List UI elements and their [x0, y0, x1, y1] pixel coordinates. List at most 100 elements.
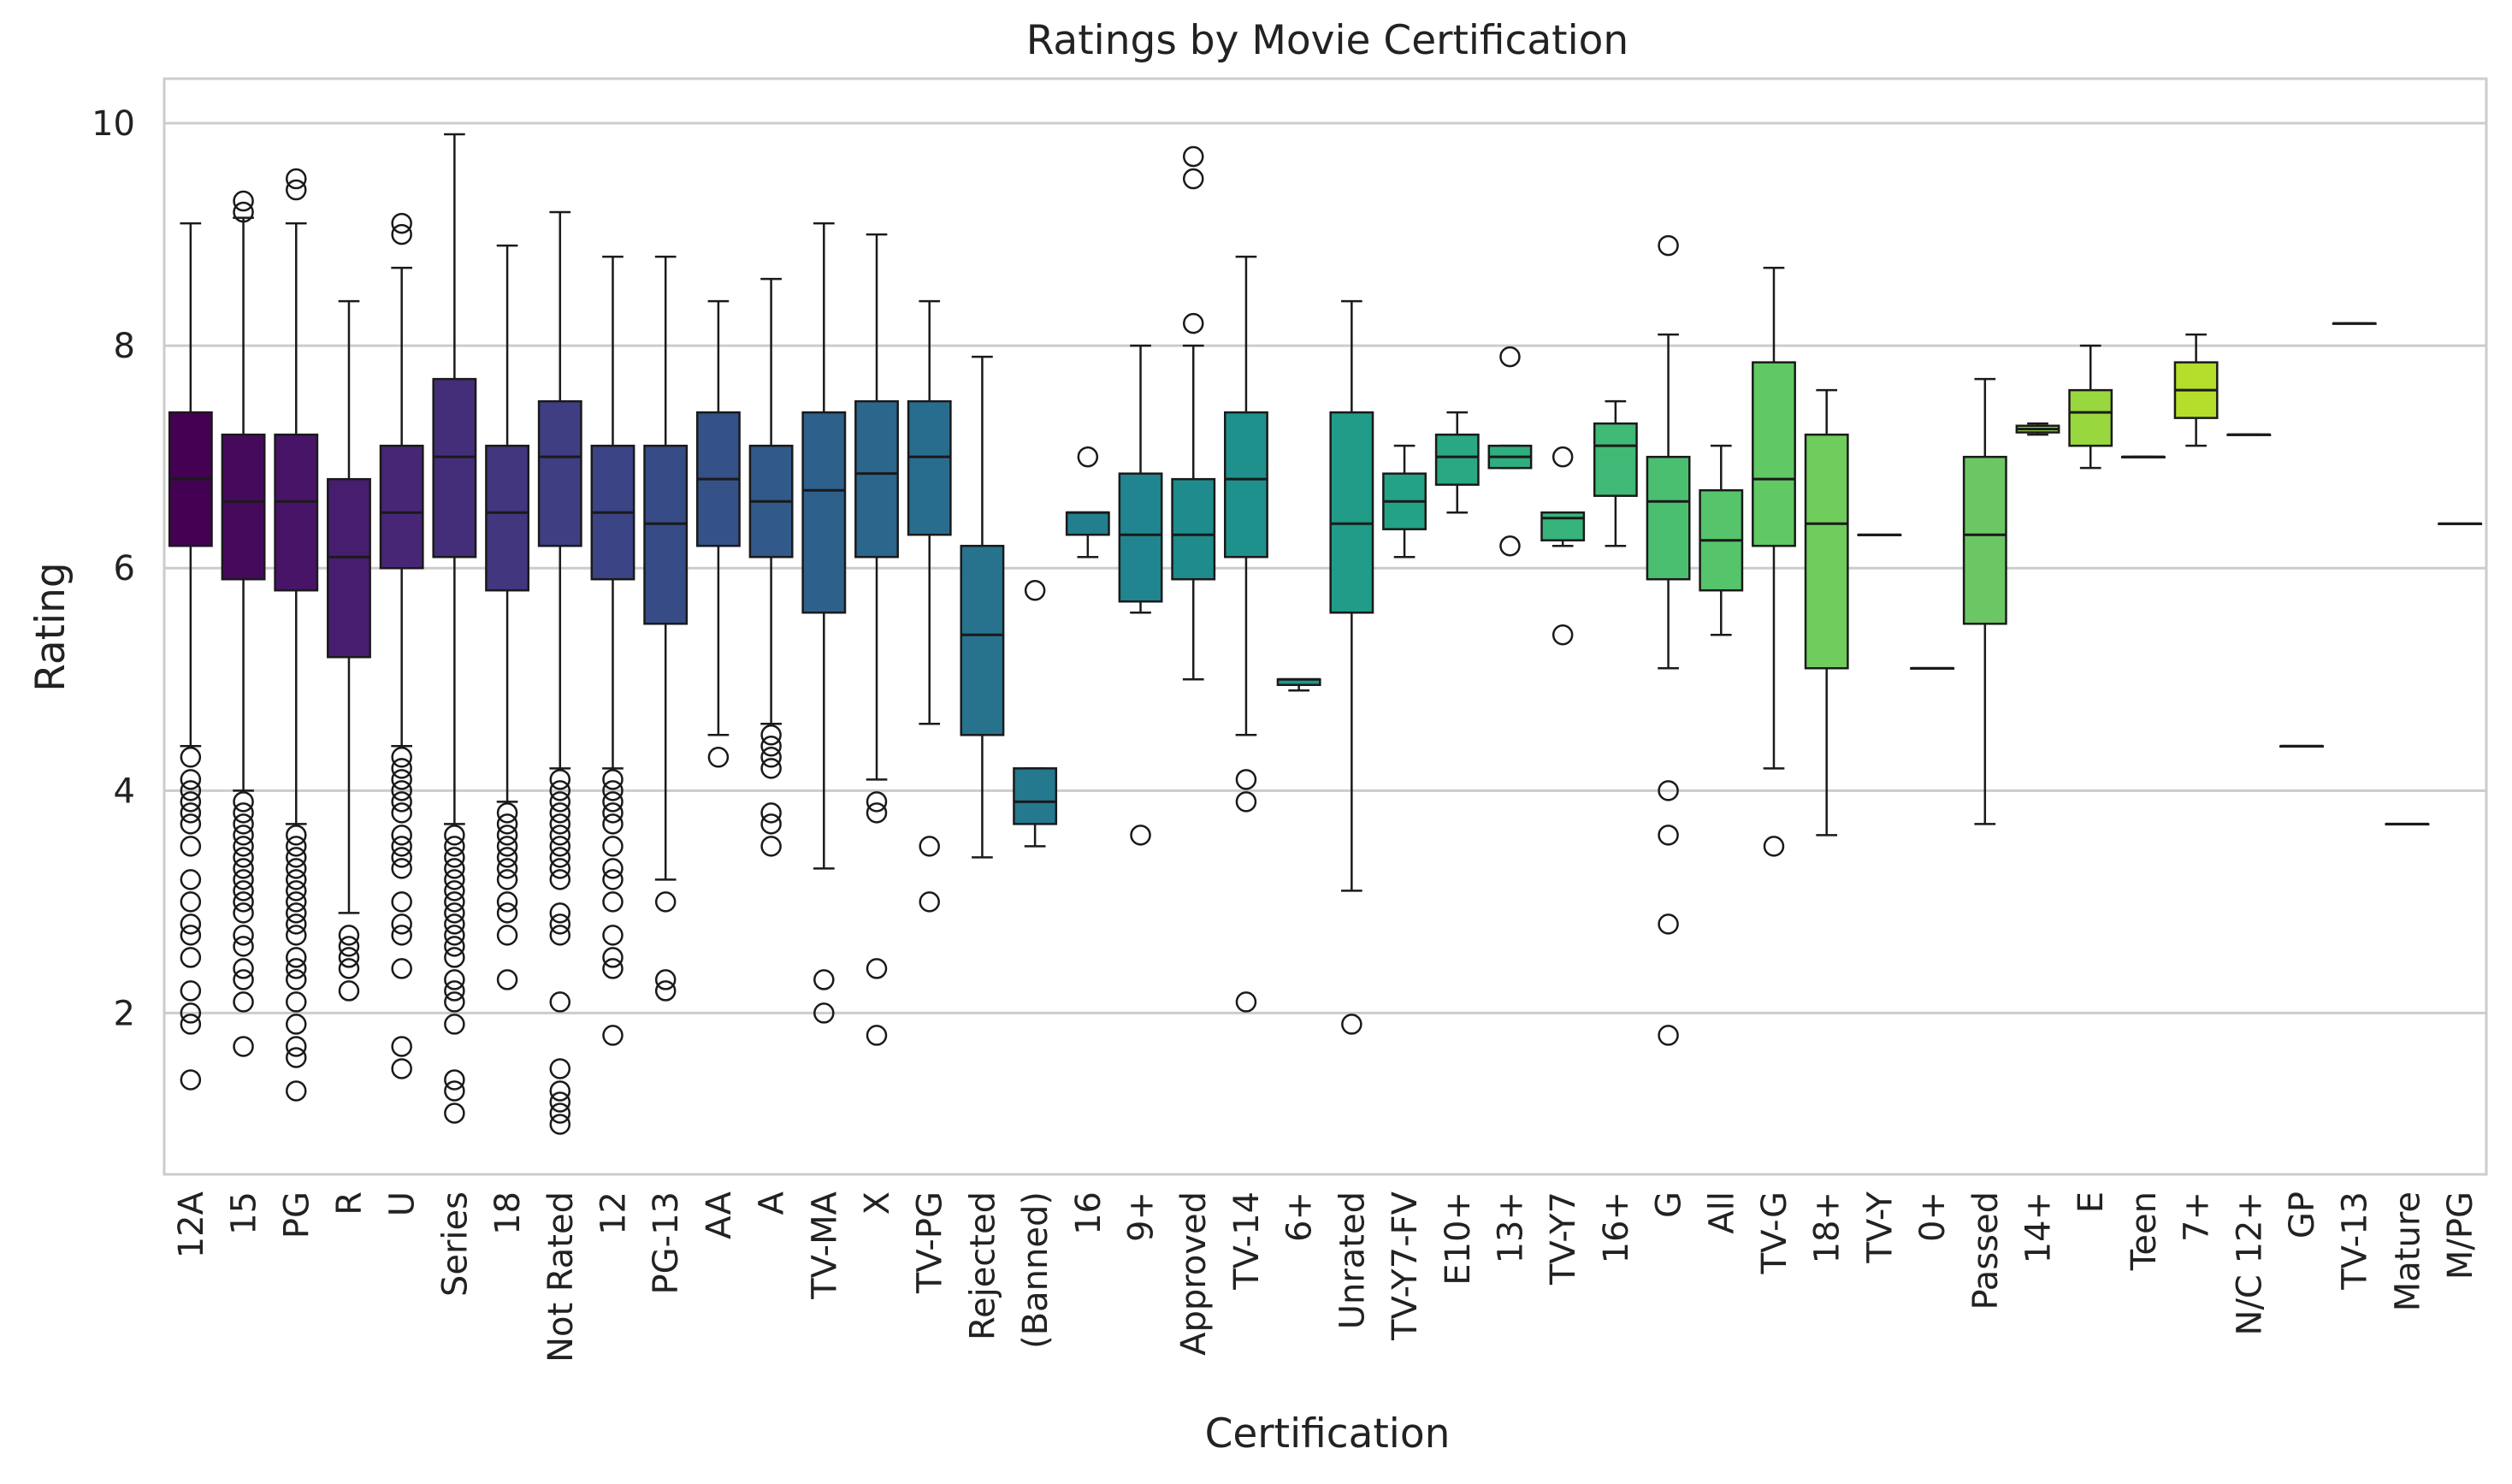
box-group [168, 222, 213, 1091]
outlier-point [391, 925, 412, 946]
x-tick-label: Series [435, 1191, 475, 1297]
box [643, 444, 689, 625]
outlier-point [444, 1103, 465, 1124]
x-tick-label: 0+ [1913, 1191, 1953, 1242]
outlier-point [391, 913, 412, 935]
outlier-point [391, 747, 412, 768]
box [1593, 422, 1638, 497]
x-tick-label: Not Rated [541, 1191, 581, 1363]
outlier-point [180, 791, 202, 813]
box [1329, 411, 1374, 614]
outlier-point [444, 869, 465, 890]
outlier-point [496, 869, 518, 890]
outlier-point [233, 791, 254, 813]
outlier-point [338, 947, 360, 968]
outlier-point [866, 802, 888, 824]
box-group [1118, 344, 1163, 846]
box [221, 433, 266, 581]
box-group [1013, 579, 1058, 848]
outlier-point [233, 858, 254, 879]
box-group [590, 255, 635, 1046]
outlier-point [286, 925, 307, 946]
outlier-point [1658, 913, 1679, 935]
box [537, 399, 582, 547]
outlier-point [549, 991, 571, 1013]
outlier-point [1658, 780, 1679, 801]
outlier-point [391, 858, 412, 879]
box-group [2279, 744, 2324, 748]
outlier-point [549, 802, 571, 824]
box-group [1646, 234, 1691, 1046]
outlier-point [444, 891, 465, 913]
box [1013, 767, 1058, 825]
x-tick-label: 16 [1069, 1191, 1108, 1235]
outlier-point [233, 190, 254, 212]
outlier-point [654, 969, 677, 990]
outlier-point [1182, 312, 1204, 334]
outlier-point [180, 836, 202, 857]
outlier-point [391, 791, 412, 813]
outlier-point [286, 847, 307, 868]
x-tick-label: TV-PG [911, 1191, 950, 1294]
box [327, 477, 371, 659]
box-group [2332, 322, 2377, 325]
outlier-point [180, 925, 202, 946]
outlier-point [919, 891, 940, 913]
box [1646, 455, 1691, 581]
outlier-point [549, 1080, 571, 1102]
outlier-point [444, 969, 465, 990]
x-tick-label: 12 [594, 1191, 633, 1235]
outlier-point [1499, 535, 1521, 557]
x-tick-label: Teen [2125, 1191, 2164, 1271]
outlier-point [444, 1014, 465, 1035]
box-group [854, 233, 899, 1046]
outlier-point [391, 223, 412, 245]
x-tick-label: Rejected [963, 1191, 1002, 1340]
outlier-point [338, 980, 360, 1002]
outlier-point [180, 747, 202, 768]
outlier-point [180, 980, 202, 1002]
outlier-point [549, 1114, 571, 1135]
outlier-point [549, 780, 571, 801]
box-group [1065, 446, 1110, 559]
outlier-point [286, 1080, 307, 1102]
outlier-point [549, 1103, 571, 1124]
outlier-point [1024, 579, 1046, 601]
outlier-point [549, 813, 571, 835]
chart-title: Ratings by Movie Certification [1026, 17, 1628, 64]
x-tick-label: TV-Y [1860, 1191, 1900, 1263]
outlier-point [286, 969, 307, 990]
outlier-point [549, 791, 571, 813]
outlier-point [496, 969, 518, 990]
outlier-point [1235, 991, 1257, 1013]
outlier-point [654, 891, 677, 913]
box [1224, 411, 1268, 559]
x-tick-label: AA [700, 1191, 739, 1239]
outlier-point [391, 780, 412, 801]
y-tick-label: 6 [114, 549, 135, 588]
box [1118, 472, 1163, 603]
box-group [1276, 677, 1321, 692]
outlier-point [391, 847, 412, 868]
x-tick-label: 18+ [1808, 1191, 1847, 1263]
outlier-point [444, 936, 465, 957]
box-group [2015, 422, 2060, 436]
box-group [1910, 666, 1955, 671]
outlier-point [549, 858, 571, 879]
outlier-point [602, 791, 624, 813]
outlier-point [1235, 791, 1257, 813]
box-group [801, 222, 847, 1024]
y-tick-label: 10 [92, 104, 135, 144]
x-tick-label: PG-13 [647, 1191, 686, 1294]
outlier-point [602, 891, 624, 913]
outlier-point [233, 1036, 254, 1057]
box [1752, 361, 1796, 547]
box-group [1224, 255, 1268, 1013]
outlier-point [444, 847, 465, 868]
box-group [1487, 346, 1533, 557]
outlier-point [444, 980, 465, 1002]
outlier-point [233, 201, 254, 223]
outlier-point [338, 936, 360, 957]
outlier-point [444, 925, 465, 946]
outlier-point [549, 925, 571, 946]
